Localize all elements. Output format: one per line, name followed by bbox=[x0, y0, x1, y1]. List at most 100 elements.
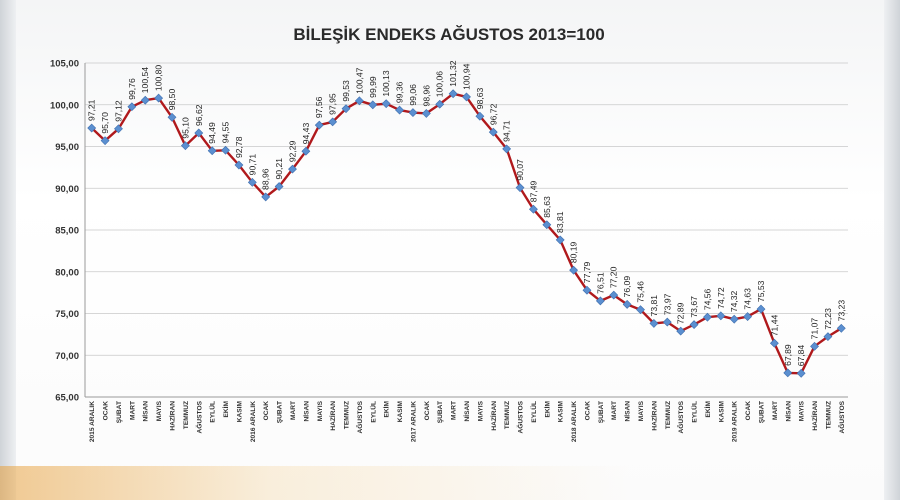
data-label: 100,94 bbox=[462, 63, 472, 90]
x-tick-label: MART bbox=[290, 401, 297, 420]
x-tick-label: OCAK bbox=[103, 401, 110, 421]
data-point-marker bbox=[301, 146, 311, 156]
data-label: 73,67 bbox=[689, 296, 699, 318]
x-tick-label: HAZİRAN bbox=[329, 401, 337, 431]
data-point-marker bbox=[475, 111, 485, 121]
bottom-stripe-decoration bbox=[0, 466, 900, 500]
x-tick-label: HAZİRAN bbox=[169, 401, 177, 431]
data-label: 100,13 bbox=[381, 70, 391, 97]
x-tick-label: 2018 ARALIK bbox=[571, 401, 578, 442]
data-label: 72,23 bbox=[823, 308, 833, 330]
data-label: 83,81 bbox=[555, 211, 565, 233]
x-tick-label: EKİM bbox=[543, 400, 551, 417]
data-point-marker bbox=[221, 145, 230, 155]
x-tick-label: OCAK bbox=[263, 401, 270, 421]
data-point-marker bbox=[823, 332, 833, 342]
x-tick-label: HAZİRAN bbox=[650, 401, 658, 431]
x-tick-label: ŞUBAT bbox=[116, 401, 123, 423]
x-tick-label: NİSAN bbox=[624, 401, 632, 422]
data-label: 77,20 bbox=[609, 266, 619, 288]
x-tick-label: EYLÜL bbox=[368, 401, 377, 423]
data-point-marker bbox=[274, 182, 284, 191]
data-point-marker bbox=[796, 368, 806, 378]
x-tick-label: MAYIS bbox=[477, 400, 484, 421]
y-tick-label: 65,00 bbox=[55, 393, 79, 404]
data-label: 97,56 bbox=[314, 96, 324, 118]
y-tick-label: 85,00 bbox=[55, 226, 79, 237]
data-label: 95,10 bbox=[180, 117, 190, 139]
x-tick-label: AĞUSTOS bbox=[194, 400, 203, 433]
data-point-marker bbox=[100, 136, 110, 146]
data-point-marker bbox=[676, 326, 686, 336]
x-tick-label: MAYIS bbox=[156, 400, 163, 421]
marker-layer bbox=[87, 89, 846, 378]
right-edge-decoration bbox=[884, 0, 900, 500]
data-label: 94,71 bbox=[502, 120, 512, 142]
data-label: 96,62 bbox=[194, 104, 204, 126]
x-tick-label: KASIM bbox=[718, 400, 725, 422]
x-tick-label: NİSAN bbox=[142, 401, 150, 422]
x-tick-label: 2019 ARALIK bbox=[732, 401, 739, 442]
x-tick-label: 2017 ARALIK bbox=[410, 401, 417, 442]
data-label: 73,81 bbox=[649, 295, 659, 317]
data-point-marker bbox=[341, 104, 351, 114]
data-label: 90,21 bbox=[274, 158, 284, 180]
y-tick-label: 90,00 bbox=[55, 184, 79, 195]
data-point-marker bbox=[381, 99, 391, 109]
data-label: 88,96 bbox=[261, 168, 271, 190]
x-tick-label: HAZİRAN bbox=[490, 401, 498, 431]
data-point-marker bbox=[87, 123, 97, 133]
data-label: 99,36 bbox=[395, 81, 405, 103]
y-tick-label: 75,00 bbox=[55, 309, 79, 320]
data-point-marker bbox=[448, 89, 458, 99]
data-label: 67,84 bbox=[796, 345, 806, 367]
x-tick-label: OCAK bbox=[584, 401, 591, 421]
data-point-marker bbox=[703, 312, 712, 322]
data-point-marker bbox=[716, 311, 726, 321]
x-tick-label: AĞUSTOS bbox=[516, 400, 525, 433]
x-tick-label: AĞUSTOS bbox=[355, 400, 364, 433]
x-tick-label: MAYIS bbox=[317, 400, 324, 421]
data-point-marker bbox=[395, 105, 404, 115]
data-point-marker bbox=[689, 320, 699, 330]
x-tick-label: 2015 ARALIK bbox=[89, 401, 96, 442]
x-tick-label: EYLÜL bbox=[529, 401, 538, 423]
data-point-marker bbox=[261, 192, 271, 202]
data-point-marker bbox=[247, 177, 257, 187]
x-tick-label: HAZİRAN bbox=[811, 401, 819, 431]
data-point-marker bbox=[542, 220, 552, 230]
data-point-marker bbox=[569, 265, 579, 275]
data-point-marker bbox=[769, 338, 779, 348]
x-tick-label: AĞUSTOS bbox=[837, 400, 846, 433]
data-point-marker bbox=[810, 341, 819, 351]
y-tick-label: 80,00 bbox=[55, 267, 79, 278]
x-tick-label: NİSAN bbox=[302, 401, 310, 422]
y-tick-label: 105,00 bbox=[50, 59, 79, 70]
x-tick-label: EKİM bbox=[704, 400, 712, 417]
x-tick-label: MAYIS bbox=[638, 400, 645, 421]
data-point-marker bbox=[836, 323, 846, 333]
data-label: 92,29 bbox=[287, 140, 297, 162]
data-point-marker bbox=[194, 128, 204, 138]
data-label: 97,12 bbox=[113, 100, 123, 122]
data-point-marker bbox=[622, 299, 632, 309]
data-point-marker bbox=[288, 164, 297, 174]
y-tick-label: 95,00 bbox=[55, 142, 79, 153]
x-tick-label: TEMMUZ bbox=[665, 401, 672, 429]
series-line bbox=[90, 92, 842, 375]
x-tick-label: TEMMUZ bbox=[183, 401, 190, 429]
data-point-marker bbox=[127, 102, 137, 112]
x-tick-label: EKİM bbox=[383, 400, 391, 417]
data-label: 99,53 bbox=[341, 80, 351, 102]
data-point-marker bbox=[207, 146, 217, 156]
data-label: 76,51 bbox=[595, 272, 605, 294]
data-point-marker bbox=[435, 99, 445, 109]
data-label: 67,89 bbox=[783, 344, 793, 366]
data-label: 73,23 bbox=[836, 300, 846, 322]
x-tick-label: KASIM bbox=[236, 400, 243, 422]
data-label: 100,47 bbox=[354, 67, 364, 94]
data-point-marker bbox=[354, 96, 364, 106]
data-point-marker bbox=[649, 319, 659, 328]
data-label: 71,07 bbox=[810, 318, 820, 340]
